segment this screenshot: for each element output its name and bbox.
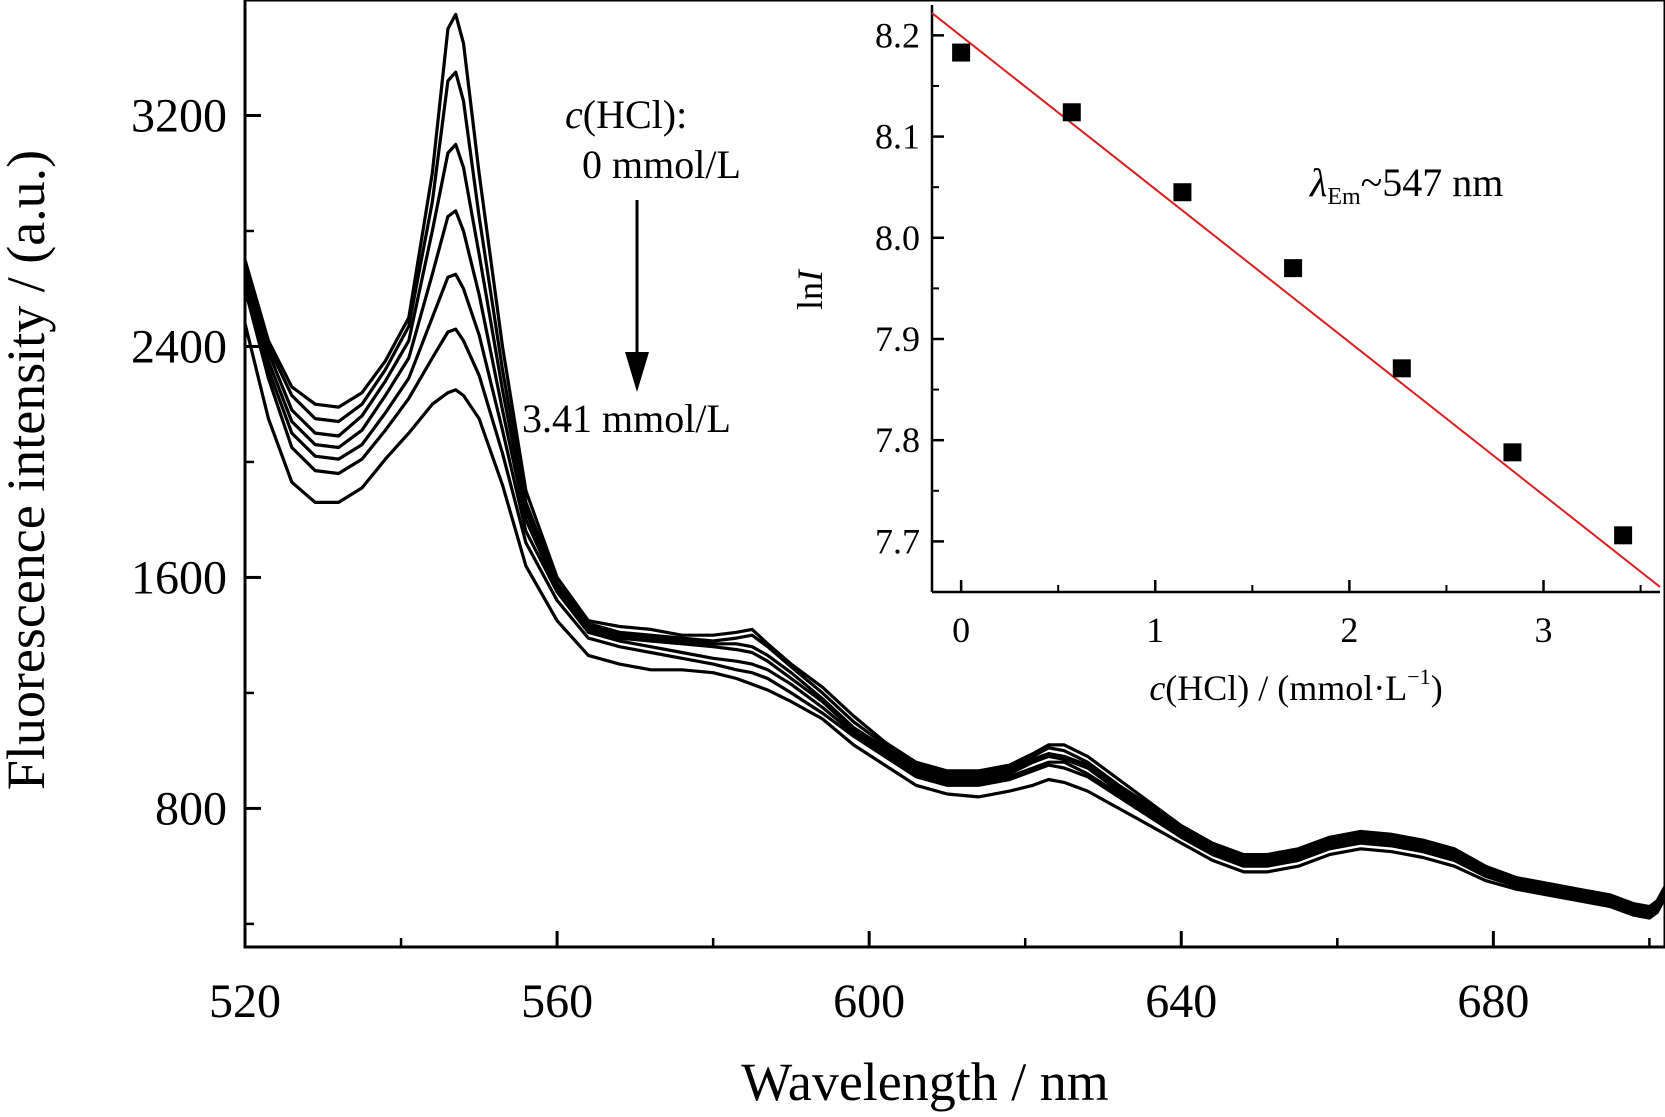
spectrum-line-1 [243,12,1665,909]
main-y-tick-label: 1600 [131,551,227,604]
hcl-annotation-label: c(HCl): [565,92,687,137]
inset-data-point [1062,103,1081,122]
main-x-tick-label: 600 [833,975,905,1028]
hcl-annotation-text: (HCl): [583,92,687,137]
main-y-tick-label: 3200 [131,89,227,142]
inset-y-tick-label: 8.0 [875,218,920,258]
main-x-tick-label: 680 [1457,975,1529,1028]
decrease-arrow-head [625,352,649,392]
inset-x-title-main: (HCl) / (mmol·L [1165,668,1407,708]
inset-y-title-ln: ln [790,282,830,310]
inset-y-tick-label: 7.8 [875,420,920,460]
main-axes-ticks: 520 560 600 640 680 800 1600 2400 3200 [131,89,1651,1028]
inset-data-point [1503,443,1522,462]
inset-y-title-i: I [790,268,830,283]
spectrum-line-5 [243,272,1665,916]
inset-plot: 0 1 2 3 7.7 7.8 7.9 8.0 8.1 8.2 c(HCl) / (mmol·L−… [790,5,1661,708]
inset-x-title-c: c [1149,668,1165,708]
spectrum-line-2 [243,70,1665,912]
inset-x-tick-label: 3 [1535,610,1553,650]
hcl-annotation-c: c [565,92,583,137]
inset-x-title-sup: −1 [1407,664,1430,689]
main-x-axis-title: Wavelength / nm [741,1052,1109,1112]
annotation-end-conc: 3.41 mmol/L [522,396,731,441]
lambda-value: ~547 nm [1361,160,1504,205]
main-x-tick-label: 520 [209,975,281,1028]
inset-y-tick-label: 8.2 [875,15,920,55]
inset-fit-group [931,12,1661,588]
spectrum-line-6 [243,288,1665,917]
inset-fit-line [931,12,1661,588]
inset-data-point [952,43,971,62]
main-series-group [243,12,1665,920]
annotation-start-conc: 0 mmol/L [582,142,741,187]
inset-x-tick-label: 0 [952,610,970,650]
inset-wavelength-annotation: λEm~547 nm [1309,160,1503,210]
inset-y-tick-label: 8.1 [875,117,920,157]
inset-data-point [1173,183,1192,202]
inset-y-tick-label: 7.9 [875,319,920,359]
inset-y-tick-label: 7.7 [875,521,920,561]
lambda-symbol: λ [1309,160,1327,205]
inset-data-point [1392,359,1411,378]
spectrum-line-7 [243,323,1665,920]
inset-x-tick-label: 1 [1146,610,1164,650]
inset-x-tick-label: 2 [1340,610,1358,650]
main-y-tick-label: 2400 [131,320,227,373]
lambda-subscript: Em [1327,184,1361,210]
inset-data-point [1284,259,1303,278]
inset-x-title-suffix: ) [1431,668,1443,708]
main-x-tick-label: 640 [1145,975,1217,1028]
inset-y-axis-title: lnI [790,268,830,310]
inset-points-group [952,43,1633,545]
inset-plot-background [932,5,1660,592]
inset-data-point [1614,526,1633,545]
inset-x-axis-title: c(HCl) / (mmol·L−1) [1149,664,1442,708]
main-y-tick-label: 800 [155,782,227,835]
inset-axes-ticks: 0 1 2 3 7.7 7.8 7.9 8.0 8.1 8.2 [875,15,1642,650]
main-plot-frame [243,0,1665,949]
main-y-axis-title: Fluorescence intensity / (a.u.) [0,150,56,790]
main-x-tick-label: 560 [521,975,593,1028]
